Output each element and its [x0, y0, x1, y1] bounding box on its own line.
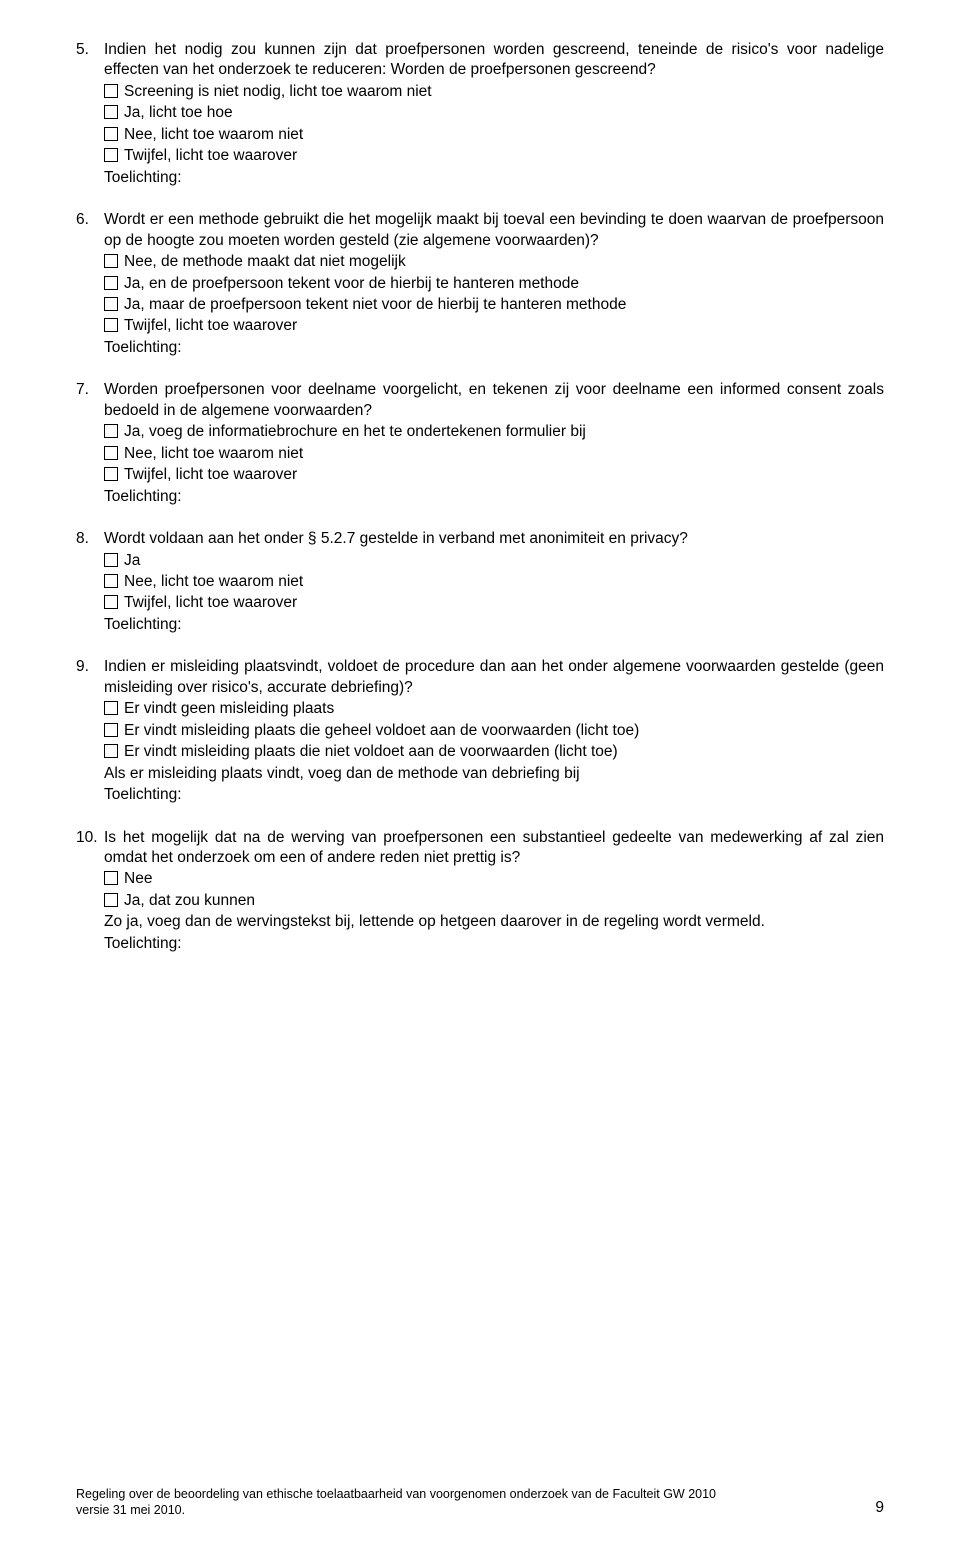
q10-option-1-label: Nee	[124, 869, 884, 889]
q6-option-3-label: Ja, maar de proefpersoon tekent niet voo…	[124, 295, 884, 315]
q9-option-1-label: Er vindt geen misleiding plaats	[124, 699, 884, 719]
q6-option-1[interactable]: Nee, de methode maakt dat niet mogelijk	[104, 252, 884, 272]
q8-option-2[interactable]: Nee, licht toe waarom niet	[104, 572, 884, 592]
q5-option-4[interactable]: Twijfel, licht toe waarover	[104, 146, 884, 166]
q7-option-2-label: Nee, licht toe waarom niet	[124, 444, 884, 464]
question-8: 8. Wordt voldaan aan het onder § 5.2.7 g…	[76, 529, 884, 635]
q8-option-1[interactable]: Ja	[104, 551, 884, 571]
q5-option-2[interactable]: Ja, licht toe hoe	[104, 103, 884, 123]
q6-text: Wordt er een methode gebruikt die het mo…	[104, 211, 884, 248]
q9-option-2-label: Er vindt misleiding plaats die geheel vo…	[124, 721, 884, 741]
checkbox-icon[interactable]	[104, 446, 118, 460]
q5-option-1[interactable]: Screening is niet nodig, licht toe waaro…	[104, 82, 884, 102]
q7-option-2[interactable]: Nee, licht toe waarom niet	[104, 444, 884, 464]
q6-toelichting: Toelichting:	[104, 338, 884, 358]
checkbox-icon[interactable]	[104, 467, 118, 481]
q6-option-2[interactable]: Ja, en de proefpersoon tekent voor de hi…	[104, 274, 884, 294]
q9-toelichting: Toelichting:	[104, 785, 884, 805]
q8-toelichting: Toelichting:	[104, 615, 884, 635]
checkbox-icon[interactable]	[104, 276, 118, 290]
q8-option-2-label: Nee, licht toe waarom niet	[124, 572, 884, 592]
q5-number: 5.	[76, 40, 104, 60]
q7-option-3-label: Twijfel, licht toe waarover	[124, 465, 884, 485]
q10-toelichting: Toelichting:	[104, 934, 884, 954]
q10-extra-line: Zo ja, voeg dan de wervingstekst bij, le…	[104, 912, 884, 932]
checkbox-icon[interactable]	[104, 127, 118, 141]
question-10: 10. Is het mogelijk dat na de werving va…	[76, 828, 884, 955]
q5-option-2-label: Ja, licht toe hoe	[124, 103, 884, 123]
page-number: 9	[875, 1498, 884, 1518]
checkbox-icon[interactable]	[104, 254, 118, 268]
q6-option-4[interactable]: Twijfel, licht toe waarover	[104, 316, 884, 336]
footer-line-2: versie 31 mei 2010.	[76, 1502, 716, 1518]
question-6: 6. Wordt er een methode gebruikt die het…	[76, 210, 884, 358]
q10-option-2-label: Ja, dat zou kunnen	[124, 891, 884, 911]
q5-option-3-label: Nee, licht toe waarom niet	[124, 125, 884, 145]
q7-number: 7.	[76, 380, 104, 400]
q6-option-4-label: Twijfel, licht toe waarover	[124, 316, 884, 336]
q7-text: Worden proefpersonen voor deelname voorg…	[104, 381, 884, 418]
q9-option-1[interactable]: Er vindt geen misleiding plaats	[104, 699, 884, 719]
q8-option-3[interactable]: Twijfel, licht toe waarover	[104, 593, 884, 613]
q10-text: Is het mogelijk dat na de werving van pr…	[104, 829, 884, 866]
q9-option-2[interactable]: Er vindt misleiding plaats die geheel vo…	[104, 721, 884, 741]
checkbox-icon[interactable]	[104, 723, 118, 737]
q8-option-1-label: Ja	[124, 551, 884, 571]
checkbox-icon[interactable]	[104, 318, 118, 332]
q7-toelichting: Toelichting:	[104, 487, 884, 507]
q9-text: Indien er misleiding plaatsvindt, voldoe…	[104, 658, 884, 695]
q9-option-3[interactable]: Er vindt misleiding plaats die niet vold…	[104, 742, 884, 762]
q7-option-1-label: Ja, voeg de informatiebrochure en het te…	[124, 422, 884, 442]
q5-text: Indien het nodig zou kunnen zijn dat pro…	[104, 41, 884, 78]
checkbox-icon[interactable]	[104, 84, 118, 98]
checkbox-icon[interactable]	[104, 297, 118, 311]
q9-extra-line: Als er misleiding plaats vindt, voeg dan…	[104, 764, 884, 784]
q5-option-1-label: Screening is niet nodig, licht toe waaro…	[124, 82, 884, 102]
question-5: 5. Indien het nodig zou kunnen zijn dat …	[76, 40, 884, 188]
q7-option-1[interactable]: Ja, voeg de informatiebrochure en het te…	[104, 422, 884, 442]
q5-toelichting: Toelichting:	[104, 168, 884, 188]
q10-number: 10.	[76, 828, 104, 848]
q6-option-3[interactable]: Ja, maar de proefpersoon tekent niet voo…	[104, 295, 884, 315]
q6-option-2-label: Ja, en de proefpersoon tekent voor de hi…	[124, 274, 884, 294]
checkbox-icon[interactable]	[104, 574, 118, 588]
checkbox-icon[interactable]	[104, 893, 118, 907]
q7-option-3[interactable]: Twijfel, licht toe waarover	[104, 465, 884, 485]
page: 5. Indien het nodig zou kunnen zijn dat …	[0, 0, 960, 1554]
checkbox-icon[interactable]	[104, 553, 118, 567]
checkbox-icon[interactable]	[104, 871, 118, 885]
q8-number: 8.	[76, 529, 104, 549]
q9-number: 9.	[76, 657, 104, 677]
checkbox-icon[interactable]	[104, 701, 118, 715]
q8-text: Wordt voldaan aan het onder § 5.2.7 gest…	[104, 530, 688, 547]
checkbox-icon[interactable]	[104, 595, 118, 609]
q5-option-4-label: Twijfel, licht toe waarover	[124, 146, 884, 166]
checkbox-icon[interactable]	[104, 744, 118, 758]
question-7: 7. Worden proefpersonen voor deelname vo…	[76, 380, 884, 507]
page-footer: Regeling over de beoordeling van ethisch…	[76, 1486, 884, 1519]
q10-option-1[interactable]: Nee	[104, 869, 884, 889]
checkbox-icon[interactable]	[104, 148, 118, 162]
q9-option-3-label: Er vindt misleiding plaats die niet vold…	[124, 742, 884, 762]
checkbox-icon[interactable]	[104, 424, 118, 438]
q10-option-2[interactable]: Ja, dat zou kunnen	[104, 891, 884, 911]
checkbox-icon[interactable]	[104, 105, 118, 119]
q6-option-1-label: Nee, de methode maakt dat niet mogelijk	[124, 252, 884, 272]
question-9: 9. Indien er misleiding plaatsvindt, vol…	[76, 657, 884, 805]
q5-option-3[interactable]: Nee, licht toe waarom niet	[104, 125, 884, 145]
footer-line-1: Regeling over de beoordeling van ethisch…	[76, 1486, 716, 1502]
q6-number: 6.	[76, 210, 104, 230]
q8-option-3-label: Twijfel, licht toe waarover	[124, 593, 884, 613]
